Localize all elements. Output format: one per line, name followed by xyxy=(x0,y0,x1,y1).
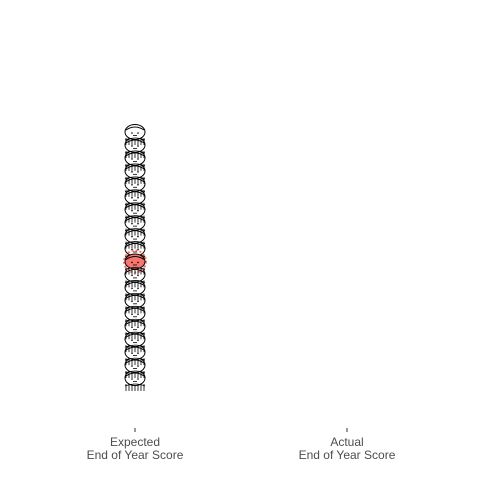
shoulder-line xyxy=(124,267,146,270)
shoulder-line xyxy=(124,305,146,309)
tick-label-line: Expected xyxy=(110,435,160,449)
shoulder-line xyxy=(124,357,146,361)
tick-label-line: Actual xyxy=(330,435,363,449)
shoulder-line xyxy=(124,228,146,232)
body-strokes xyxy=(125,176,145,184)
eye xyxy=(137,352,139,354)
eye xyxy=(131,326,133,329)
hair-line xyxy=(125,255,145,260)
x-axis: Expected End of Year Score Actual End of Y… xyxy=(87,428,396,462)
body-strokes xyxy=(125,150,145,158)
body-strokes xyxy=(125,384,145,391)
eye xyxy=(131,274,133,277)
body-strokes xyxy=(125,241,145,249)
shoulder-line xyxy=(124,292,146,296)
eye xyxy=(131,171,133,173)
body-strokes xyxy=(125,163,145,171)
body-strokes xyxy=(125,280,145,288)
shoulder-line xyxy=(124,202,146,206)
eye xyxy=(137,158,139,160)
child-icon-point xyxy=(124,124,146,145)
eye xyxy=(131,352,133,354)
shoulder-line xyxy=(124,344,146,348)
body-strokes xyxy=(125,202,145,210)
x-tick-label-expected: Expected End of Year Score xyxy=(87,435,184,462)
body-strokes xyxy=(125,267,145,275)
shoulder-line xyxy=(124,383,146,387)
eye xyxy=(137,209,139,212)
eye xyxy=(137,365,139,367)
eye xyxy=(137,287,139,290)
shoulder-line xyxy=(124,163,146,167)
eye xyxy=(131,132,133,134)
eye xyxy=(131,339,133,341)
x-tick-label-actual: Actual End of Year Score xyxy=(299,435,396,462)
eye xyxy=(131,300,133,303)
body-strokes xyxy=(125,371,145,379)
eye xyxy=(131,235,133,238)
body-strokes xyxy=(125,332,145,340)
eye xyxy=(137,132,139,134)
body-strokes xyxy=(125,215,145,223)
eye xyxy=(131,313,133,316)
eye xyxy=(137,171,139,173)
eye xyxy=(137,145,139,147)
shoulder-line xyxy=(124,137,146,141)
hair-line xyxy=(125,126,145,131)
eye xyxy=(137,326,139,329)
eye xyxy=(131,365,133,367)
eye xyxy=(137,339,139,341)
eye xyxy=(137,222,139,225)
eye xyxy=(137,196,139,199)
eye xyxy=(131,209,133,212)
eye xyxy=(137,183,139,186)
eye xyxy=(137,235,139,238)
shoulder-line xyxy=(124,189,146,193)
body-strokes xyxy=(125,228,145,236)
eye xyxy=(137,378,139,380)
shoulder-line xyxy=(124,318,146,322)
tick-label-line: End of Year Score xyxy=(299,448,396,462)
body-strokes xyxy=(125,306,145,314)
eye xyxy=(137,313,139,316)
eye xyxy=(131,378,133,380)
eye xyxy=(131,145,133,147)
eye xyxy=(131,261,133,264)
body-strokes xyxy=(125,319,145,327)
body-strokes xyxy=(125,189,145,197)
shoulder-line xyxy=(124,241,146,244)
child-icon-point-highlight xyxy=(123,249,147,275)
eye xyxy=(131,287,133,290)
eye xyxy=(137,300,139,303)
eye xyxy=(137,261,139,264)
eye xyxy=(131,158,133,160)
shoulder-line xyxy=(124,215,146,219)
eye xyxy=(131,222,133,225)
plot-area xyxy=(123,124,147,391)
body-strokes xyxy=(125,345,145,353)
shoulder-line xyxy=(124,331,146,335)
eye xyxy=(137,274,139,277)
eye xyxy=(131,196,133,199)
shoulder-line xyxy=(124,176,146,180)
body-strokes xyxy=(125,358,145,366)
body-strokes xyxy=(125,293,145,301)
shoulder-line xyxy=(124,370,146,374)
eye xyxy=(131,183,133,186)
shoulder-line xyxy=(124,150,146,154)
body-strokes xyxy=(125,138,145,145)
shoulder-line xyxy=(124,280,146,283)
tick-label-line: End of Year Score xyxy=(87,448,184,462)
